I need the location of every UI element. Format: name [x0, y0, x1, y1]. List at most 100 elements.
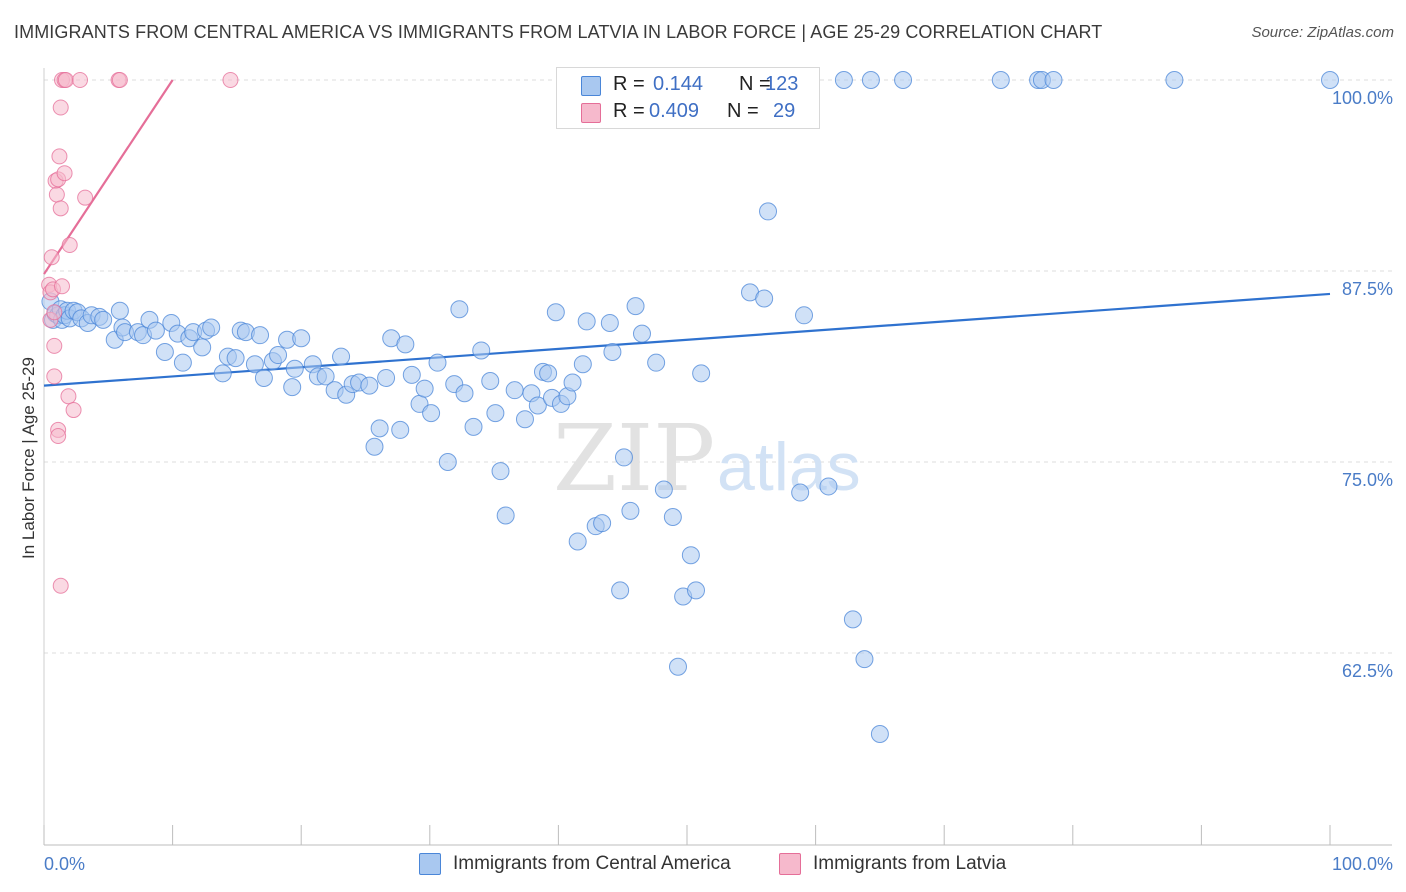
point-central-america: [568, 532, 587, 551]
point-central-america: [668, 657, 687, 676]
point-central-america: [647, 353, 666, 372]
point-central-america: [365, 437, 384, 456]
point-central-america: [573, 355, 592, 374]
point-central-america: [687, 581, 706, 600]
y-tick-label: 75.0%: [1342, 470, 1393, 490]
point-latvia: [50, 428, 67, 445]
point-latvia: [222, 72, 239, 88]
trend-line-central-america: [43, 292, 1331, 387]
tick-labels: 62.5% 75.0% 87.5% 100.0% 0.0% 100.0%: [44, 88, 1393, 874]
point-central-america: [496, 506, 515, 525]
point-central-america: [855, 650, 874, 669]
point-latvia: [77, 189, 94, 206]
point-central-america: [577, 312, 596, 331]
n-value: 29: [773, 100, 796, 122]
point-latvia: [52, 577, 69, 594]
r-label: R =: [613, 100, 645, 122]
point-central-america: [614, 448, 633, 467]
point-latvia: [65, 402, 82, 419]
point-central-america: [546, 303, 565, 322]
point-latvia: [52, 200, 69, 217]
data-points: [41, 71, 1339, 743]
watermark-atlas: atlas: [717, 429, 861, 505]
point-central-america: [1044, 71, 1063, 89]
watermark: ZIP atlas: [553, 405, 861, 512]
y-tick-label: 100.0%: [1332, 88, 1393, 108]
point-central-america: [603, 342, 622, 361]
n-value: 123: [765, 73, 799, 95]
point-central-america: [254, 368, 273, 387]
point-central-america: [870, 724, 889, 743]
point-central-america: [173, 353, 192, 372]
point-central-america: [332, 347, 351, 366]
correlation-legend: R = 0.144 N = 123 R = 0.409 N = 29: [556, 67, 820, 129]
point-latvia: [72, 72, 89, 88]
point-central-america: [226, 349, 245, 368]
point-central-america: [1321, 71, 1339, 89]
x-tick-label: 0.0%: [44, 854, 85, 874]
point-latvia: [61, 237, 78, 254]
point-latvia: [60, 388, 77, 405]
point-central-america: [894, 71, 913, 89]
point-central-america: [505, 381, 524, 400]
point-latvia: [43, 249, 60, 266]
point-latvia: [51, 148, 68, 165]
legend-row-latvia: R = 0.409 N = 29: [557, 100, 819, 128]
point-central-america: [621, 501, 640, 520]
y-axis-label: In Labor Force | Age 25-29: [19, 357, 38, 559]
point-central-america: [1165, 71, 1184, 89]
point-central-america: [213, 364, 232, 383]
point-central-america: [593, 514, 612, 533]
point-central-america: [834, 71, 853, 89]
point-latvia: [52, 99, 69, 116]
point-central-america: [193, 338, 212, 357]
point-central-america: [146, 321, 165, 340]
point-central-america: [450, 300, 469, 319]
point-central-america: [245, 355, 264, 374]
point-latvia: [56, 165, 73, 182]
point-central-america: [422, 404, 441, 423]
point-central-america: [415, 379, 434, 398]
legend-swatch-blue: [419, 853, 441, 875]
n-label: N =: [739, 73, 771, 95]
point-central-america: [632, 324, 651, 343]
legend-swatch-pink: [581, 103, 601, 123]
point-central-america: [861, 71, 880, 89]
grid-lines: [44, 79, 1392, 654]
point-central-america: [396, 335, 415, 354]
point-central-america: [377, 368, 396, 387]
n-label: N =: [727, 100, 759, 122]
x-tick-label: 100.0%: [1332, 854, 1393, 874]
point-central-america: [991, 71, 1010, 89]
watermark-zip: ZIP: [553, 405, 715, 512]
y-tick-label: 62.5%: [1342, 661, 1393, 681]
point-central-america: [110, 301, 129, 320]
point-central-america: [791, 483, 810, 502]
point-central-america: [654, 480, 673, 499]
point-central-america: [292, 329, 311, 348]
point-central-america: [611, 581, 630, 600]
point-central-america: [600, 313, 619, 332]
point-central-america: [283, 378, 302, 397]
point-central-america: [391, 420, 410, 439]
point-latvia: [111, 72, 128, 88]
chart-title: IMMIGRANTS FROM CENTRAL AMERICA VS IMMIG…: [14, 22, 1103, 42]
legend-row-central-america: R = 0.144 N = 123: [557, 73, 819, 101]
legend-label: Immigrants from Central America: [453, 853, 731, 874]
point-central-america: [663, 508, 682, 527]
point-central-america: [515, 410, 534, 429]
point-central-america: [155, 342, 174, 361]
point-latvia: [48, 186, 65, 203]
point-central-america: [819, 477, 838, 496]
point-central-america: [563, 373, 582, 392]
point-central-america: [472, 341, 491, 360]
point-central-america: [402, 365, 421, 384]
point-central-america: [455, 384, 474, 403]
point-central-america: [491, 462, 510, 481]
point-latvia: [57, 72, 74, 88]
r-value: 0.144: [653, 73, 704, 95]
legend-label: Immigrants from Latvia: [813, 853, 1007, 874]
point-central-america: [681, 546, 700, 565]
point-central-america: [360, 376, 379, 395]
